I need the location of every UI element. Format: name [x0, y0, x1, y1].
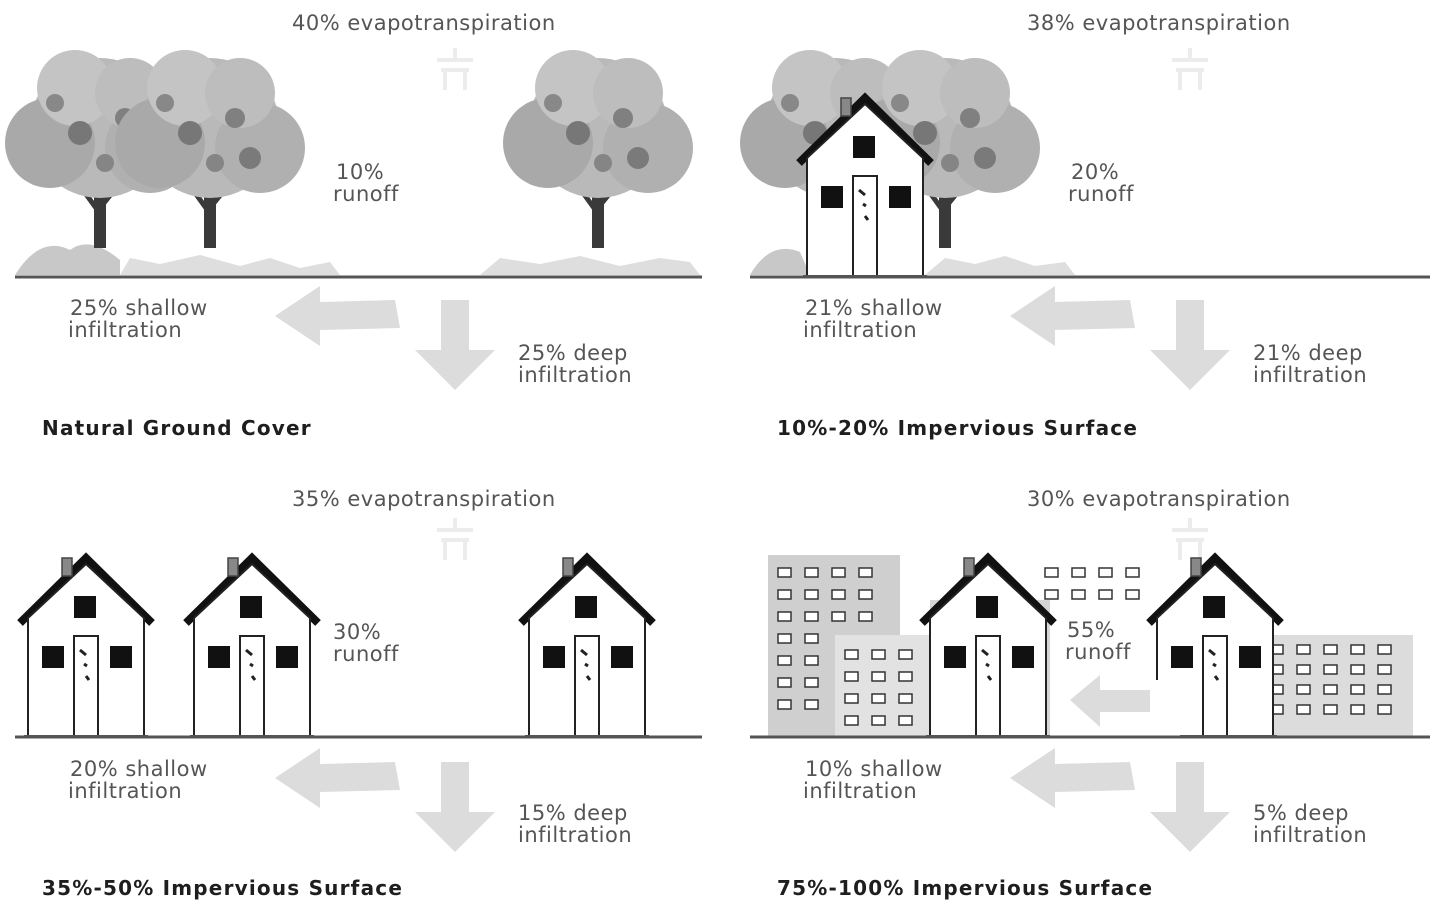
deep-infiltration-label: infiltration	[518, 363, 633, 387]
deep-infiltration-percent: 15% deep	[518, 801, 628, 825]
shallow-infiltration-percent: 21% shallow	[805, 296, 943, 320]
runoff-percent: 55%	[1067, 618, 1116, 642]
deep-infiltration-label: infiltration	[518, 823, 633, 847]
runoff-label: runoff	[1068, 182, 1134, 206]
shallow-infiltration-label: infiltration	[803, 318, 918, 342]
deep-infiltration-percent: 5% deep	[1253, 801, 1349, 825]
panel-35-50-impervious: 35% evapotranspiration 30% runoff 20% sh…	[0, 460, 700, 905]
deep-infiltration-percent: 21% deep	[1253, 341, 1363, 365]
shallow-infiltration-label: infiltration	[68, 779, 183, 803]
runoff-percent: 30%	[333, 620, 382, 644]
panel-natural-ground-cover: 40% evapotranspiration 10% runoff 25% sh…	[0, 0, 700, 445]
runoff-label: runoff	[333, 642, 399, 666]
deep-infiltration-label: infiltration	[1253, 823, 1368, 847]
shallow-infiltration-percent: 10% shallow	[805, 757, 943, 781]
evapotranspiration-label: 40% evapotranspiration	[292, 11, 556, 35]
runoff-percent: 20%	[1071, 160, 1120, 184]
panel-caption: 75%-100% Impervious Surface	[777, 876, 1154, 900]
panel-4-art	[750, 516, 1430, 852]
shallow-infiltration-label: infiltration	[68, 318, 183, 342]
panel-caption: Natural Ground Cover	[42, 416, 312, 440]
shallow-infiltration-label: infiltration	[803, 779, 918, 803]
panel-10-20-impervious: 38% evapotranspiration 20% runoff 21% sh…	[735, 0, 1430, 445]
deep-infiltration-label: infiltration	[1253, 363, 1368, 387]
evapotranspiration-label: 30% evapotranspiration	[1027, 487, 1291, 511]
panel-caption: 10%-20% Impervious Surface	[777, 416, 1139, 440]
runoff-label: runoff	[1065, 640, 1131, 664]
evapotranspiration-label: 38% evapotranspiration	[1027, 11, 1291, 35]
runoff-percent: 10%	[336, 160, 385, 184]
shallow-infiltration-percent: 25% shallow	[70, 296, 208, 320]
panel-75-100-impervious: 30% evapotranspiration 55% runoff 10% sh…	[735, 460, 1430, 905]
shallow-infiltration-percent: 20% shallow	[70, 757, 208, 781]
evapotranspiration-label: 35% evapotranspiration	[292, 487, 556, 511]
panel-1-art	[5, 46, 702, 390]
panel-caption: 35%-50% Impervious Surface	[42, 876, 404, 900]
deep-infiltration-percent: 25% deep	[518, 341, 628, 365]
panel-2-art	[740, 46, 1430, 390]
runoff-label: runoff	[333, 182, 399, 206]
panel-3-art	[15, 516, 702, 852]
